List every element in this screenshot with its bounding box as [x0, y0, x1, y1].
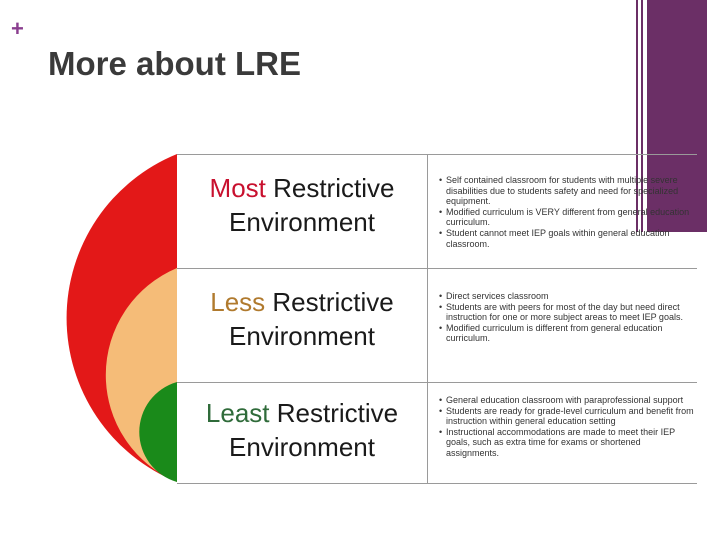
plus-icon: + — [11, 16, 24, 41]
level-label: Most Restrictive Environment — [182, 171, 422, 239]
list-item: Students are with peers for most of the … — [439, 302, 695, 323]
level-description: Self contained classroom for students wi… — [439, 175, 695, 249]
list-item: Modified curriculum is VERY different fr… — [439, 207, 695, 228]
level-label-line2: Environment — [229, 432, 375, 462]
accent-line — [636, 0, 638, 232]
accent-line — [641, 0, 643, 232]
level-keyword: Least — [205, 398, 270, 428]
list-item: General education classroom with parapro… — [439, 395, 695, 406]
list-item: Modified curriculum is different from ge… — [439, 323, 695, 344]
level-label-rest: Restrictive — [265, 173, 395, 203]
level-label: Less Restrictive Environment — [182, 285, 422, 353]
level-label-line2: Environment — [229, 321, 375, 351]
level-description: General education classroom with parapro… — [439, 395, 695, 459]
list-item: Direct services classroom — [439, 291, 695, 302]
level-row-less: Less Restrictive Environment Direct serv… — [177, 268, 697, 382]
level-label-rest: Restrictive — [265, 287, 394, 317]
level-label-rest: Restrictive — [269, 398, 399, 428]
level-keyword: Most — [209, 173, 266, 203]
level-row-least: Least Restrictive Environment General ed… — [177, 382, 697, 484]
list-item: Student cannot meet IEP goals within gen… — [439, 228, 695, 249]
slide-title: More about LRE — [48, 45, 301, 82]
level-label: Least Restrictive Environment — [182, 396, 422, 464]
column-divider — [427, 154, 428, 483]
level-label-line2: Environment — [229, 207, 375, 237]
list-item: Self contained classroom for students wi… — [439, 175, 695, 207]
level-row-most: Most Restrictive Environment Self contai… — [177, 154, 697, 268]
level-keyword: Less — [210, 287, 266, 317]
least-restrictive-circle — [139, 382, 177, 482]
level-description: Direct services classroom Students are w… — [439, 291, 695, 344]
list-item: Instructional accommodations are made to… — [439, 427, 695, 459]
list-item: Students are ready for grade-level curri… — [439, 406, 695, 427]
